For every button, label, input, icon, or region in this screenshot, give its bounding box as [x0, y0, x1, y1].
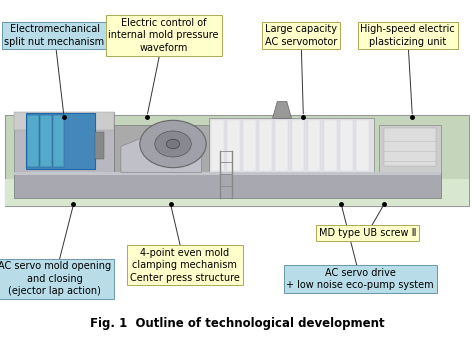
FancyBboxPatch shape	[95, 132, 104, 159]
FancyBboxPatch shape	[27, 115, 39, 167]
Circle shape	[166, 139, 180, 149]
Text: 4-point even mold
clamping mechanism
Center press structure: 4-point even mold clamping mechanism Cen…	[130, 248, 240, 283]
FancyBboxPatch shape	[356, 120, 369, 171]
FancyBboxPatch shape	[308, 120, 320, 171]
Text: Electromechanical
split nut mechanism: Electromechanical split nut mechanism	[4, 24, 105, 47]
Text: Electric control of
internal mold pressure
waveform: Electric control of internal mold pressu…	[108, 18, 219, 53]
FancyBboxPatch shape	[243, 120, 256, 171]
FancyBboxPatch shape	[114, 125, 209, 172]
FancyBboxPatch shape	[40, 115, 52, 167]
Text: Fig. 1  Outline of technological development: Fig. 1 Outline of technological developm…	[90, 317, 384, 330]
FancyBboxPatch shape	[5, 115, 469, 206]
Circle shape	[155, 131, 191, 157]
FancyBboxPatch shape	[292, 120, 304, 171]
FancyBboxPatch shape	[14, 172, 441, 175]
FancyBboxPatch shape	[275, 120, 288, 171]
FancyBboxPatch shape	[53, 115, 64, 167]
FancyBboxPatch shape	[259, 120, 272, 171]
Text: Large capacity
AC servomotor: Large capacity AC servomotor	[265, 24, 337, 47]
FancyBboxPatch shape	[227, 120, 240, 171]
Polygon shape	[273, 101, 292, 118]
FancyBboxPatch shape	[5, 179, 469, 206]
FancyBboxPatch shape	[14, 172, 441, 198]
FancyBboxPatch shape	[209, 118, 374, 172]
Text: High-speed electric
plasticizing unit: High-speed electric plasticizing unit	[360, 24, 455, 47]
FancyBboxPatch shape	[14, 112, 114, 172]
FancyBboxPatch shape	[340, 120, 353, 171]
Polygon shape	[121, 137, 201, 172]
FancyBboxPatch shape	[14, 112, 114, 130]
FancyBboxPatch shape	[379, 125, 441, 172]
Text: MD type UB screw Ⅱ: MD type UB screw Ⅱ	[319, 228, 416, 238]
Text: AC servo mold opening
and closing
(ejector lap action): AC servo mold opening and closing (eject…	[0, 262, 111, 296]
FancyBboxPatch shape	[26, 113, 95, 169]
FancyBboxPatch shape	[324, 120, 337, 171]
Text: AC servo drive
+ low noise eco-pump system: AC servo drive + low noise eco-pump syst…	[286, 268, 434, 290]
FancyBboxPatch shape	[384, 128, 436, 166]
Circle shape	[140, 120, 206, 168]
FancyBboxPatch shape	[211, 120, 224, 171]
